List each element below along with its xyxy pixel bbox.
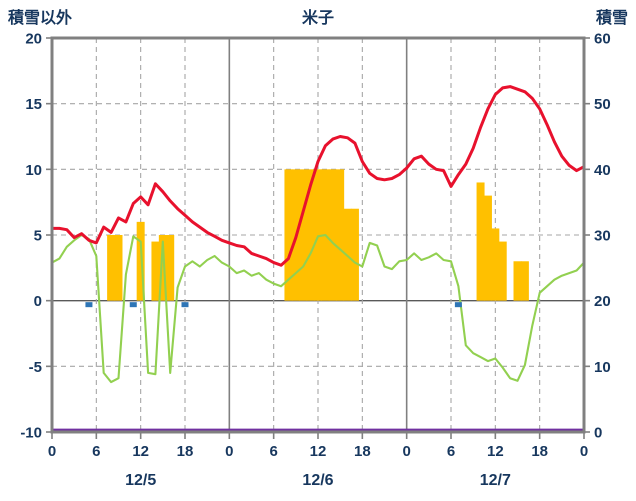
x-tick-label: 6	[447, 443, 455, 460]
precip-bar	[158, 235, 167, 301]
blue-marker	[129, 302, 137, 308]
precip-bar	[476, 182, 485, 301]
x-tick-label: 12	[132, 443, 149, 460]
left-axis-title: 積雪以外	[8, 10, 73, 27]
left-tick-label: -10	[20, 425, 42, 442]
left-tick-label: 5	[34, 228, 42, 245]
precip-bar	[336, 169, 345, 301]
right-tick-label: 10	[594, 359, 611, 376]
x-tick-label: 6	[92, 443, 100, 460]
x-tick-label: 18	[354, 443, 371, 460]
x-tick-label: 0	[402, 443, 410, 460]
right-tick-label: 50	[594, 96, 611, 113]
precip-bar	[284, 169, 293, 301]
green-line	[50, 233, 586, 384]
precip-bar	[107, 235, 116, 301]
precip-bar	[114, 235, 123, 301]
x-tick-label: 18	[531, 443, 548, 460]
precip-bar	[136, 221, 145, 301]
precip-bar	[306, 169, 315, 301]
x-tick-label: 0	[48, 443, 56, 460]
date-label: 12/7	[480, 472, 511, 489]
right-axis-title: 積雪	[595, 10, 628, 27]
precip-bar	[491, 228, 500, 301]
x-tick-label: 12	[487, 443, 504, 460]
right-tick-label: 30	[594, 228, 611, 245]
left-tick-label: 10	[25, 162, 42, 179]
precip-bar	[166, 235, 175, 301]
x-tick-label: 0	[580, 443, 588, 460]
red-line	[50, 85, 586, 267]
x-tick-label: 18	[177, 443, 194, 460]
precip-bar	[151, 241, 160, 301]
x-tick-label: 12	[310, 443, 327, 460]
left-tick-label: 20	[25, 31, 42, 48]
precip-bar	[299, 169, 308, 301]
x-tick-label: 0	[225, 443, 233, 460]
blue-marker	[454, 302, 462, 308]
left-tick-label: 15	[25, 96, 42, 113]
precip-bar	[513, 261, 522, 301]
precip-bar	[498, 241, 507, 301]
plot-frame	[50, 36, 586, 434]
precip-bar	[483, 195, 492, 301]
left-tick-label: 0	[34, 293, 42, 310]
date-label: 12/5	[125, 472, 156, 489]
right-tick-label: 20	[594, 293, 611, 310]
blue-marker	[85, 302, 93, 308]
precip-bar	[520, 261, 529, 301]
precip-bar	[328, 169, 337, 301]
right-tick-label: 0	[594, 425, 602, 442]
right-tick-label: 40	[594, 162, 611, 179]
precip-bar	[314, 169, 322, 301]
precip-bars	[107, 169, 529, 301]
date-label: 12/6	[302, 472, 333, 489]
chart-title: 米子	[301, 10, 334, 27]
left-tick-label: -5	[29, 359, 42, 376]
right-tick-label: 60	[594, 31, 611, 48]
blue-marker	[181, 302, 189, 308]
blue-markers	[85, 302, 462, 308]
precip-bar	[350, 208, 359, 301]
x-tick-label: 6	[269, 443, 277, 460]
